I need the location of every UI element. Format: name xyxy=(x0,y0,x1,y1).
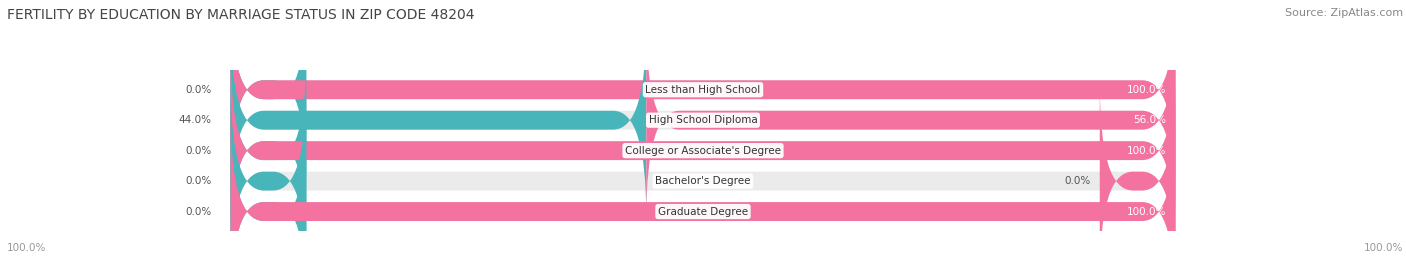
Text: 100.0%: 100.0% xyxy=(1126,85,1166,95)
FancyBboxPatch shape xyxy=(231,0,1175,187)
Text: 0.0%: 0.0% xyxy=(186,176,212,186)
FancyBboxPatch shape xyxy=(1099,84,1175,269)
FancyBboxPatch shape xyxy=(231,54,1175,248)
Text: 0.0%: 0.0% xyxy=(1064,176,1090,186)
Text: High School Diploma: High School Diploma xyxy=(648,115,758,125)
FancyBboxPatch shape xyxy=(231,0,307,187)
Text: 0.0%: 0.0% xyxy=(186,85,212,95)
Text: FERTILITY BY EDUCATION BY MARRIAGE STATUS IN ZIP CODE 48204: FERTILITY BY EDUCATION BY MARRIAGE STATU… xyxy=(7,8,475,22)
Text: 100.0%: 100.0% xyxy=(7,243,46,253)
Text: College or Associate's Degree: College or Associate's Degree xyxy=(626,146,780,156)
Text: 56.0%: 56.0% xyxy=(1133,115,1166,125)
Text: Less than High School: Less than High School xyxy=(645,85,761,95)
FancyBboxPatch shape xyxy=(647,23,1175,217)
FancyBboxPatch shape xyxy=(231,54,307,248)
FancyBboxPatch shape xyxy=(231,23,647,217)
FancyBboxPatch shape xyxy=(231,23,1175,217)
FancyBboxPatch shape xyxy=(231,0,1175,187)
Text: 44.0%: 44.0% xyxy=(179,115,212,125)
Text: 100.0%: 100.0% xyxy=(1126,207,1166,217)
Text: Source: ZipAtlas.com: Source: ZipAtlas.com xyxy=(1285,8,1403,18)
FancyBboxPatch shape xyxy=(231,54,1175,248)
FancyBboxPatch shape xyxy=(231,114,1175,269)
Text: Bachelor's Degree: Bachelor's Degree xyxy=(655,176,751,186)
Text: 100.0%: 100.0% xyxy=(1364,243,1403,253)
Text: Graduate Degree: Graduate Degree xyxy=(658,207,748,217)
Text: 0.0%: 0.0% xyxy=(186,146,212,156)
Text: 100.0%: 100.0% xyxy=(1126,146,1166,156)
Text: 0.0%: 0.0% xyxy=(186,207,212,217)
FancyBboxPatch shape xyxy=(231,114,307,269)
FancyBboxPatch shape xyxy=(231,84,1175,269)
FancyBboxPatch shape xyxy=(231,84,307,269)
FancyBboxPatch shape xyxy=(231,114,1175,269)
